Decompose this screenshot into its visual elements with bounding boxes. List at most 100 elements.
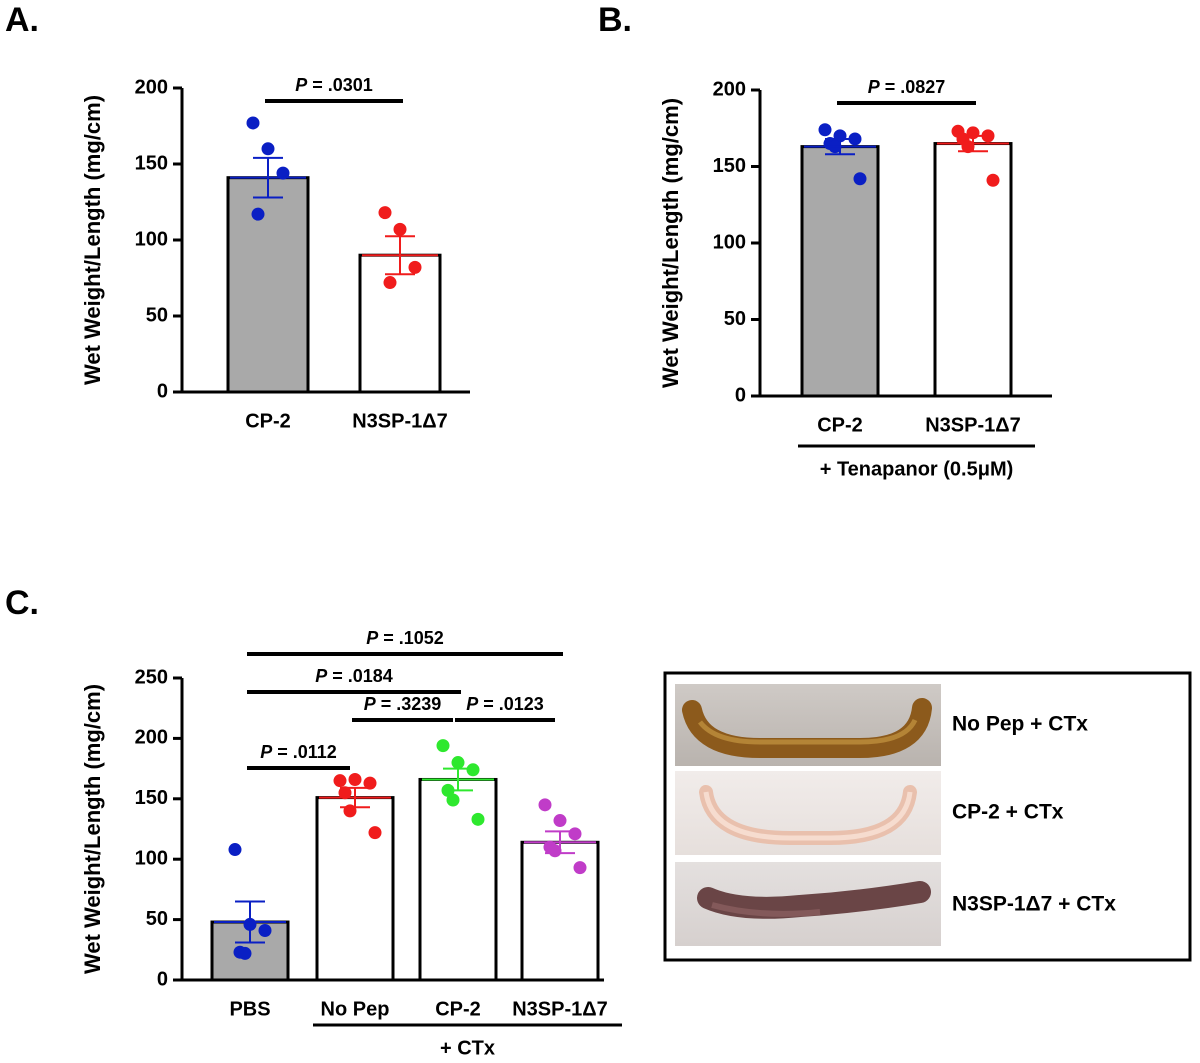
data-point bbox=[363, 776, 377, 790]
data-point bbox=[368, 826, 382, 840]
p-number: = .0301 bbox=[307, 75, 373, 95]
p-symbol: P bbox=[466, 694, 479, 714]
error-bar bbox=[319, 786, 391, 809]
p-symbol: P bbox=[260, 742, 273, 762]
data-point bbox=[471, 812, 485, 826]
y-axis-label: Wet Weight/Length (mg/cm) bbox=[80, 95, 105, 385]
data-point bbox=[258, 923, 272, 937]
p-value: P = .0184 bbox=[315, 666, 393, 686]
bar bbox=[358, 253, 442, 394]
y-tick-label: 150 bbox=[135, 787, 168, 809]
bar bbox=[520, 840, 600, 982]
data-point bbox=[466, 763, 480, 777]
x-tick-label: N3SP-1Δ7 bbox=[512, 998, 608, 1020]
data-point bbox=[246, 116, 260, 130]
error-bar bbox=[422, 767, 494, 792]
data-point bbox=[338, 786, 352, 800]
x-tick-label: CP-2 bbox=[817, 414, 863, 436]
y-tick-label: 150 bbox=[135, 152, 168, 174]
y-tick-label: 50 bbox=[146, 908, 168, 930]
p-symbol: P bbox=[364, 694, 377, 714]
group-label: + CTx bbox=[440, 1037, 495, 1059]
x-tick-label: CP-2 bbox=[245, 410, 291, 432]
y-axis-label: Wet Weight/Length (mg/cm) bbox=[80, 684, 105, 974]
panel-label: B. bbox=[598, 1, 632, 39]
p-number: = .1052 bbox=[378, 628, 444, 648]
data-point bbox=[378, 206, 392, 220]
y-tick-label: 0 bbox=[735, 384, 746, 406]
data-point bbox=[348, 772, 362, 786]
y-axis-label: Wet Weight/Length (mg/cm) bbox=[658, 98, 683, 388]
data-point bbox=[436, 739, 450, 753]
p-symbol: P bbox=[315, 666, 328, 686]
data-point bbox=[251, 207, 265, 221]
p-number: = .0827 bbox=[880, 77, 946, 97]
x-tick-label: N3SP-1Δ7 bbox=[925, 414, 1021, 436]
data-point bbox=[451, 756, 465, 770]
data-point bbox=[568, 827, 582, 841]
photo-label: N3SP-1Δ7 + CTx bbox=[952, 893, 1116, 916]
data-point bbox=[393, 222, 407, 236]
data-point bbox=[446, 793, 460, 807]
x-tick-label: No Pep bbox=[321, 998, 390, 1020]
error-bar bbox=[804, 137, 876, 156]
error-bar bbox=[230, 156, 306, 199]
group-label: + Tenapanor (0.5μM) bbox=[820, 458, 1014, 480]
data-point bbox=[818, 123, 832, 137]
p-value: P = .3239 bbox=[364, 694, 442, 714]
y-tick-label: 50 bbox=[724, 308, 746, 330]
data-point bbox=[408, 260, 422, 274]
p-number: = .3239 bbox=[376, 694, 442, 714]
bar bbox=[933, 142, 1013, 398]
data-point bbox=[276, 166, 290, 180]
panel-label: A. bbox=[5, 1, 39, 39]
photo-tissue bbox=[698, 718, 918, 745]
data-point bbox=[538, 798, 552, 812]
data-point bbox=[986, 173, 1000, 187]
photo-panel: No Pep + CTx CP-2 + CTx N3SP-1Δ7 + CTx bbox=[663, 671, 1192, 962]
y-tick-label: 200 bbox=[135, 76, 168, 98]
photo-tissue bbox=[711, 902, 821, 917]
data-point bbox=[383, 276, 397, 290]
p-number: = .0112 bbox=[272, 742, 337, 762]
data-point bbox=[553, 814, 567, 828]
bar bbox=[226, 176, 310, 394]
y-tick-label: 200 bbox=[713, 78, 746, 100]
p-value: P = .0112 bbox=[260, 742, 337, 762]
error-bar bbox=[524, 830, 596, 855]
y-tick-label: 0 bbox=[157, 968, 168, 990]
p-value: P = .1052 bbox=[366, 628, 444, 648]
data-point bbox=[228, 843, 242, 857]
p-number: = .0184 bbox=[327, 666, 393, 686]
p-value: P = .0301 bbox=[295, 75, 373, 95]
y-tick-label: 200 bbox=[135, 727, 168, 749]
photo-tissue bbox=[682, 698, 932, 758]
photo-label: No Pep + CTx bbox=[952, 713, 1088, 736]
p-symbol: P bbox=[295, 75, 308, 95]
y-tick-label: 100 bbox=[135, 228, 168, 250]
data-point bbox=[573, 861, 587, 875]
data-point bbox=[853, 172, 867, 186]
p-value: P = .0827 bbox=[868, 77, 946, 97]
data-point bbox=[238, 946, 252, 960]
error-bar bbox=[362, 235, 438, 276]
photo-label: CP-2 + CTx bbox=[952, 801, 1064, 824]
error-bar bbox=[214, 900, 286, 944]
p-number: = .0123 bbox=[478, 694, 544, 714]
photo-tissue bbox=[703, 791, 913, 841]
y-tick-label: 150 bbox=[713, 155, 746, 177]
y-tick-label: 0 bbox=[157, 380, 168, 402]
bar bbox=[800, 145, 880, 398]
y-tick-label: 250 bbox=[135, 666, 168, 688]
p-symbol: P bbox=[366, 628, 379, 648]
bar bbox=[315, 796, 395, 982]
y-tick-label: 100 bbox=[135, 847, 168, 869]
y-tick-label: 100 bbox=[713, 231, 746, 253]
bar bbox=[418, 777, 498, 982]
p-symbol: P bbox=[868, 77, 881, 97]
data-point bbox=[261, 142, 275, 156]
error-bar bbox=[937, 134, 1009, 153]
x-tick-label: CP-2 bbox=[435, 998, 481, 1020]
x-tick-label: N3SP-1Δ7 bbox=[352, 410, 448, 432]
